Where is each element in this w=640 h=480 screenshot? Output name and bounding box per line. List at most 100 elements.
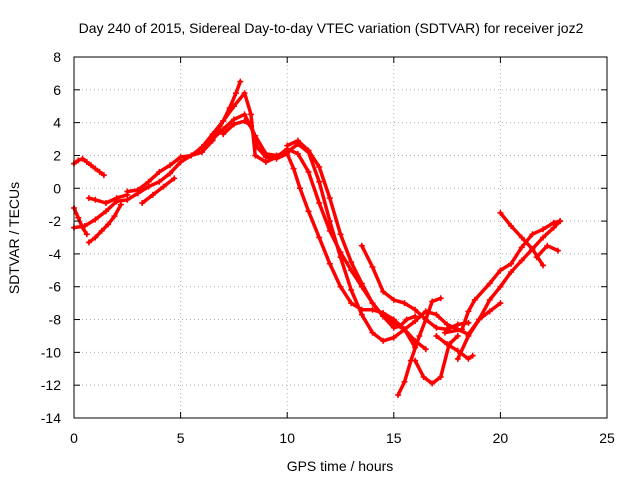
data-point [117, 201, 124, 208]
data-point [111, 213, 118, 220]
data-point [486, 280, 493, 287]
data-point [252, 152, 259, 159]
data-point [241, 90, 248, 97]
data-point [113, 195, 120, 202]
y-tick-label: -10 [41, 344, 61, 360]
data-point [149, 191, 156, 198]
data-point [230, 103, 237, 110]
data-point [554, 247, 561, 254]
data-point [557, 218, 564, 225]
data-point [412, 313, 419, 320]
y-tick-label: 4 [53, 115, 61, 131]
data-point [85, 239, 92, 246]
data-point [429, 298, 436, 305]
x-tick-label: 15 [386, 430, 402, 446]
data-point [540, 234, 547, 241]
y-tick-label: 6 [53, 82, 61, 98]
data-point [380, 288, 387, 295]
data-point [102, 200, 109, 207]
data-point [459, 326, 466, 333]
data-point [337, 254, 344, 261]
data-point [508, 268, 515, 275]
data-point [166, 162, 173, 169]
data-point [294, 150, 301, 157]
data-point [433, 311, 440, 318]
data-point [358, 242, 365, 249]
series-track-12 [395, 295, 444, 399]
series-track-4 [85, 201, 124, 246]
data-point [497, 300, 504, 307]
data-point [326, 260, 333, 267]
data-point [220, 117, 227, 124]
data-point [529, 245, 536, 252]
data-point [262, 154, 269, 161]
data-point [230, 121, 237, 128]
data-point [397, 323, 404, 330]
data-point [92, 216, 99, 223]
series-trace [140, 176, 176, 205]
data-point [83, 159, 90, 166]
data-point [390, 316, 397, 323]
data-point [92, 165, 99, 172]
data-point [75, 214, 82, 221]
data-point [316, 178, 323, 185]
data-point [348, 300, 355, 307]
data-point [124, 188, 131, 195]
data-point [96, 168, 103, 175]
data-point [465, 319, 472, 326]
data-point [156, 178, 163, 185]
data-point [220, 131, 227, 138]
data-point [369, 300, 376, 307]
data-point [433, 324, 440, 331]
data-point [85, 195, 92, 202]
data-point [416, 332, 423, 339]
series-track-1 [71, 155, 107, 179]
series-track-5 [85, 191, 131, 207]
series-track-15 [454, 300, 504, 362]
y-tick-label: -6 [49, 279, 62, 295]
data-point [305, 168, 312, 175]
data-point [316, 163, 323, 170]
data-point [441, 329, 448, 336]
series-track-7 [139, 175, 178, 207]
data-point [98, 227, 105, 234]
data-point [241, 111, 248, 118]
data-point [401, 378, 408, 385]
data-point [166, 170, 173, 177]
series-trace [413, 334, 460, 386]
data-point [508, 260, 515, 267]
data-point [326, 195, 333, 202]
data-point [518, 234, 525, 241]
data-point [145, 178, 152, 185]
chart-title: Day 240 of 2015, Sidereal Day-to-day VTE… [79, 20, 584, 36]
data-point [102, 208, 109, 215]
y-tick-label: -4 [49, 246, 62, 262]
data-point [412, 306, 419, 313]
series-trace [72, 79, 243, 230]
data-point [316, 234, 323, 241]
data-point [369, 329, 376, 336]
data-point [497, 209, 504, 216]
x-tick-label: 5 [177, 430, 185, 446]
data-point [316, 200, 323, 207]
x-tick-label: 25 [599, 430, 615, 446]
data-point [92, 196, 99, 203]
data-point [326, 218, 333, 225]
data-point [380, 337, 387, 344]
y-tick-label: -12 [41, 377, 61, 393]
data-point [401, 326, 408, 333]
data-point [337, 283, 344, 290]
data-point [369, 306, 376, 313]
data-point [403, 316, 410, 323]
data-point [305, 147, 312, 154]
series-trace [443, 219, 562, 335]
y-tick-label: -14 [41, 410, 61, 426]
data-point [533, 254, 540, 261]
data-point [105, 221, 112, 228]
series-track-18 [533, 242, 561, 261]
data-point [412, 357, 419, 364]
data-point [444, 341, 451, 348]
data-point [497, 267, 504, 274]
series-track-11 [358, 242, 472, 333]
